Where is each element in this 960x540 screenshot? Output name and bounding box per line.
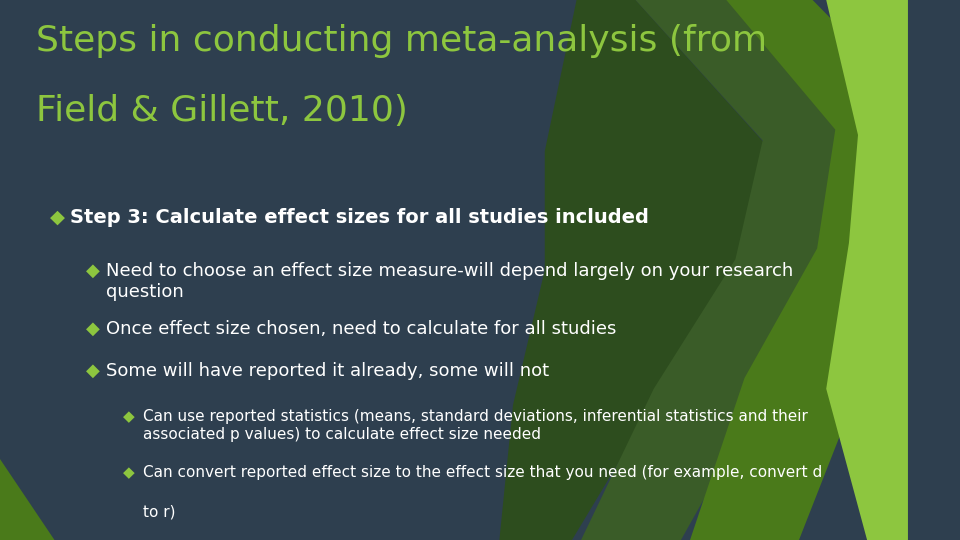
Text: Can use reported statistics (means, standard deviations, inferential statistics : Can use reported statistics (means, stan… xyxy=(142,409,807,442)
Text: Step 3: Calculate effect sizes for all studies included: Step 3: Calculate effect sizes for all s… xyxy=(70,208,649,227)
Polygon shape xyxy=(0,459,55,540)
Text: ◆: ◆ xyxy=(86,320,100,338)
Polygon shape xyxy=(690,0,908,540)
Text: ◆: ◆ xyxy=(123,409,134,424)
Text: Can convert reported effect size to the effect size that you need (for example, : Can convert reported effect size to the … xyxy=(142,465,822,481)
Text: Need to choose an effect size measure-will depend largely on your research
quest: Need to choose an effect size measure-wi… xyxy=(107,262,794,301)
Polygon shape xyxy=(827,0,908,540)
Polygon shape xyxy=(499,0,772,540)
Polygon shape xyxy=(581,0,862,540)
Text: ◆: ◆ xyxy=(86,362,100,380)
Text: to r): to r) xyxy=(142,504,175,519)
Text: Field & Gillett, 2010): Field & Gillett, 2010) xyxy=(36,94,408,129)
Text: Once effect size chosen, need to calculate for all studies: Once effect size chosen, need to calcula… xyxy=(107,320,616,338)
Text: ◆: ◆ xyxy=(50,208,65,227)
Text: Steps in conducting meta-analysis (from: Steps in conducting meta-analysis (from xyxy=(36,24,767,58)
Text: ◆: ◆ xyxy=(123,465,134,481)
Text: ◆: ◆ xyxy=(86,262,100,280)
Text: Some will have reported it already, some will not: Some will have reported it already, some… xyxy=(107,362,549,380)
